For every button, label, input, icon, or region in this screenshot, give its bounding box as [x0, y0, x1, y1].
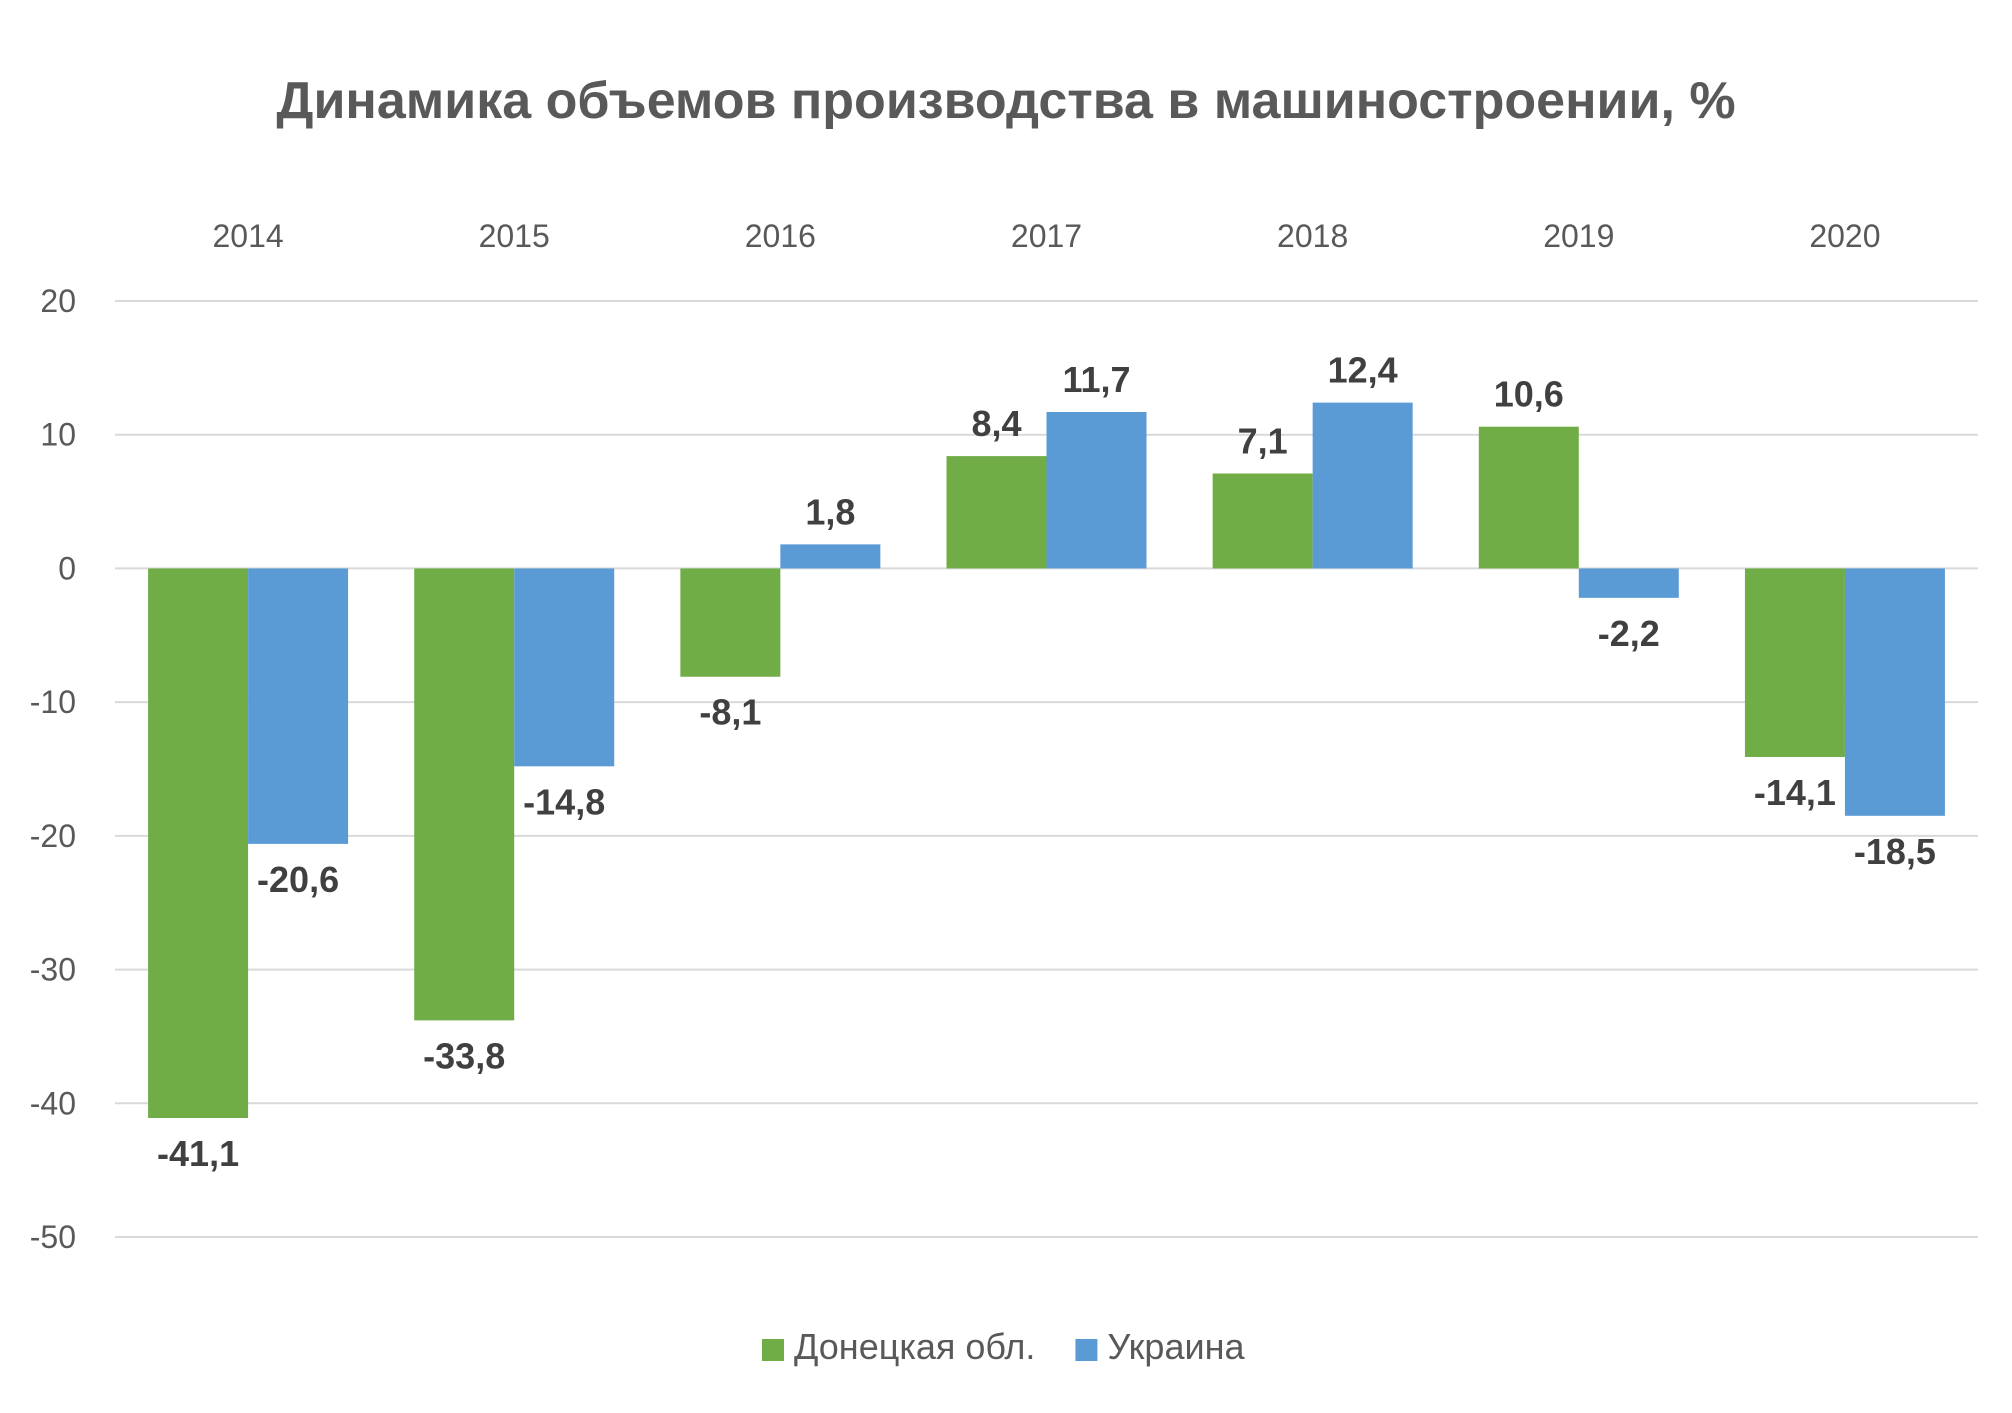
y-tick-label: -30	[30, 952, 76, 988]
x-category-label: 2018	[1277, 218, 1348, 254]
data-label: -33,8	[423, 1035, 505, 1076]
data-label: -41,1	[157, 1133, 239, 1174]
x-axis-categories: 2014 2015 2016 2017 2018 2019 2020	[212, 218, 1880, 254]
legend-swatch	[762, 1339, 784, 1361]
bar-ukraine-2017	[1046, 411, 1147, 569]
bar-donetsk-2015	[414, 568, 515, 1021]
data-label: 1,8	[805, 491, 855, 532]
x-category-label: 2020	[1809, 218, 1880, 254]
bar-donetsk-2018	[1212, 473, 1313, 569]
y-tick-label: -10	[30, 684, 76, 720]
bar-donetsk-2019	[1478, 426, 1579, 569]
data-label: 10,6	[1494, 374, 1564, 415]
data-label: 12,4	[1328, 350, 1398, 391]
x-category-label: 2014	[212, 218, 283, 254]
data-label: 7,1	[1238, 420, 1288, 461]
legend-swatch	[1075, 1339, 1098, 1361]
data-label: -8,1	[699, 692, 761, 733]
y-tick-label: 20	[40, 283, 76, 319]
y-tick-label: 10	[40, 417, 76, 453]
bar-ukraine-2014	[248, 568, 349, 844]
data-labels: -41,1 -20,6 -33,8 -14,8 -8,1 1,8 8,4 11,7 7,1 12,…	[157, 350, 1936, 1174]
legend-label: Донецкая обл.	[794, 1326, 1035, 1367]
legend-label: Украина	[1107, 1326, 1245, 1367]
legend: Донецкая обл. Украина	[762, 1326, 1245, 1367]
data-label: 11,7	[1062, 359, 1130, 400]
y-tick-label: -20	[30, 818, 76, 854]
chart-title: Динамика объемов производства в машиност…	[276, 72, 1735, 130]
y-tick-label: -50	[30, 1219, 76, 1255]
x-category-label: 2016	[745, 218, 816, 254]
bar-donetsk-2020	[1744, 568, 1845, 757]
data-label: -18,5	[1854, 831, 1936, 872]
data-label: -14,1	[1754, 772, 1836, 813]
bar-donetsk-2017	[946, 456, 1047, 569]
bar-ukraine-2015	[514, 568, 615, 767]
data-label: 8,4	[971, 403, 1021, 444]
y-tick-label: -40	[30, 1085, 76, 1121]
data-label: -14,8	[523, 781, 605, 822]
x-category-label: 2019	[1543, 218, 1614, 254]
data-label: -20,6	[257, 859, 339, 900]
y-axis-ticks: 20 10 0 -10 -20 -30 -40 -50	[30, 283, 76, 1255]
bar-ukraine-2019	[1578, 568, 1679, 598]
bars	[148, 402, 1945, 1118]
bar-donetsk-2014	[148, 568, 249, 1118]
bar-ukraine-2020	[1844, 568, 1945, 816]
bar-ukraine-2018	[1312, 402, 1413, 569]
x-category-label: 2017	[1011, 218, 1082, 254]
data-label: -2,2	[1598, 613, 1660, 654]
bar-donetsk-2016	[680, 568, 781, 677]
y-tick-label: 0	[58, 550, 76, 586]
x-category-label: 2015	[479, 218, 550, 254]
bar-ukraine-2016	[780, 544, 881, 569]
